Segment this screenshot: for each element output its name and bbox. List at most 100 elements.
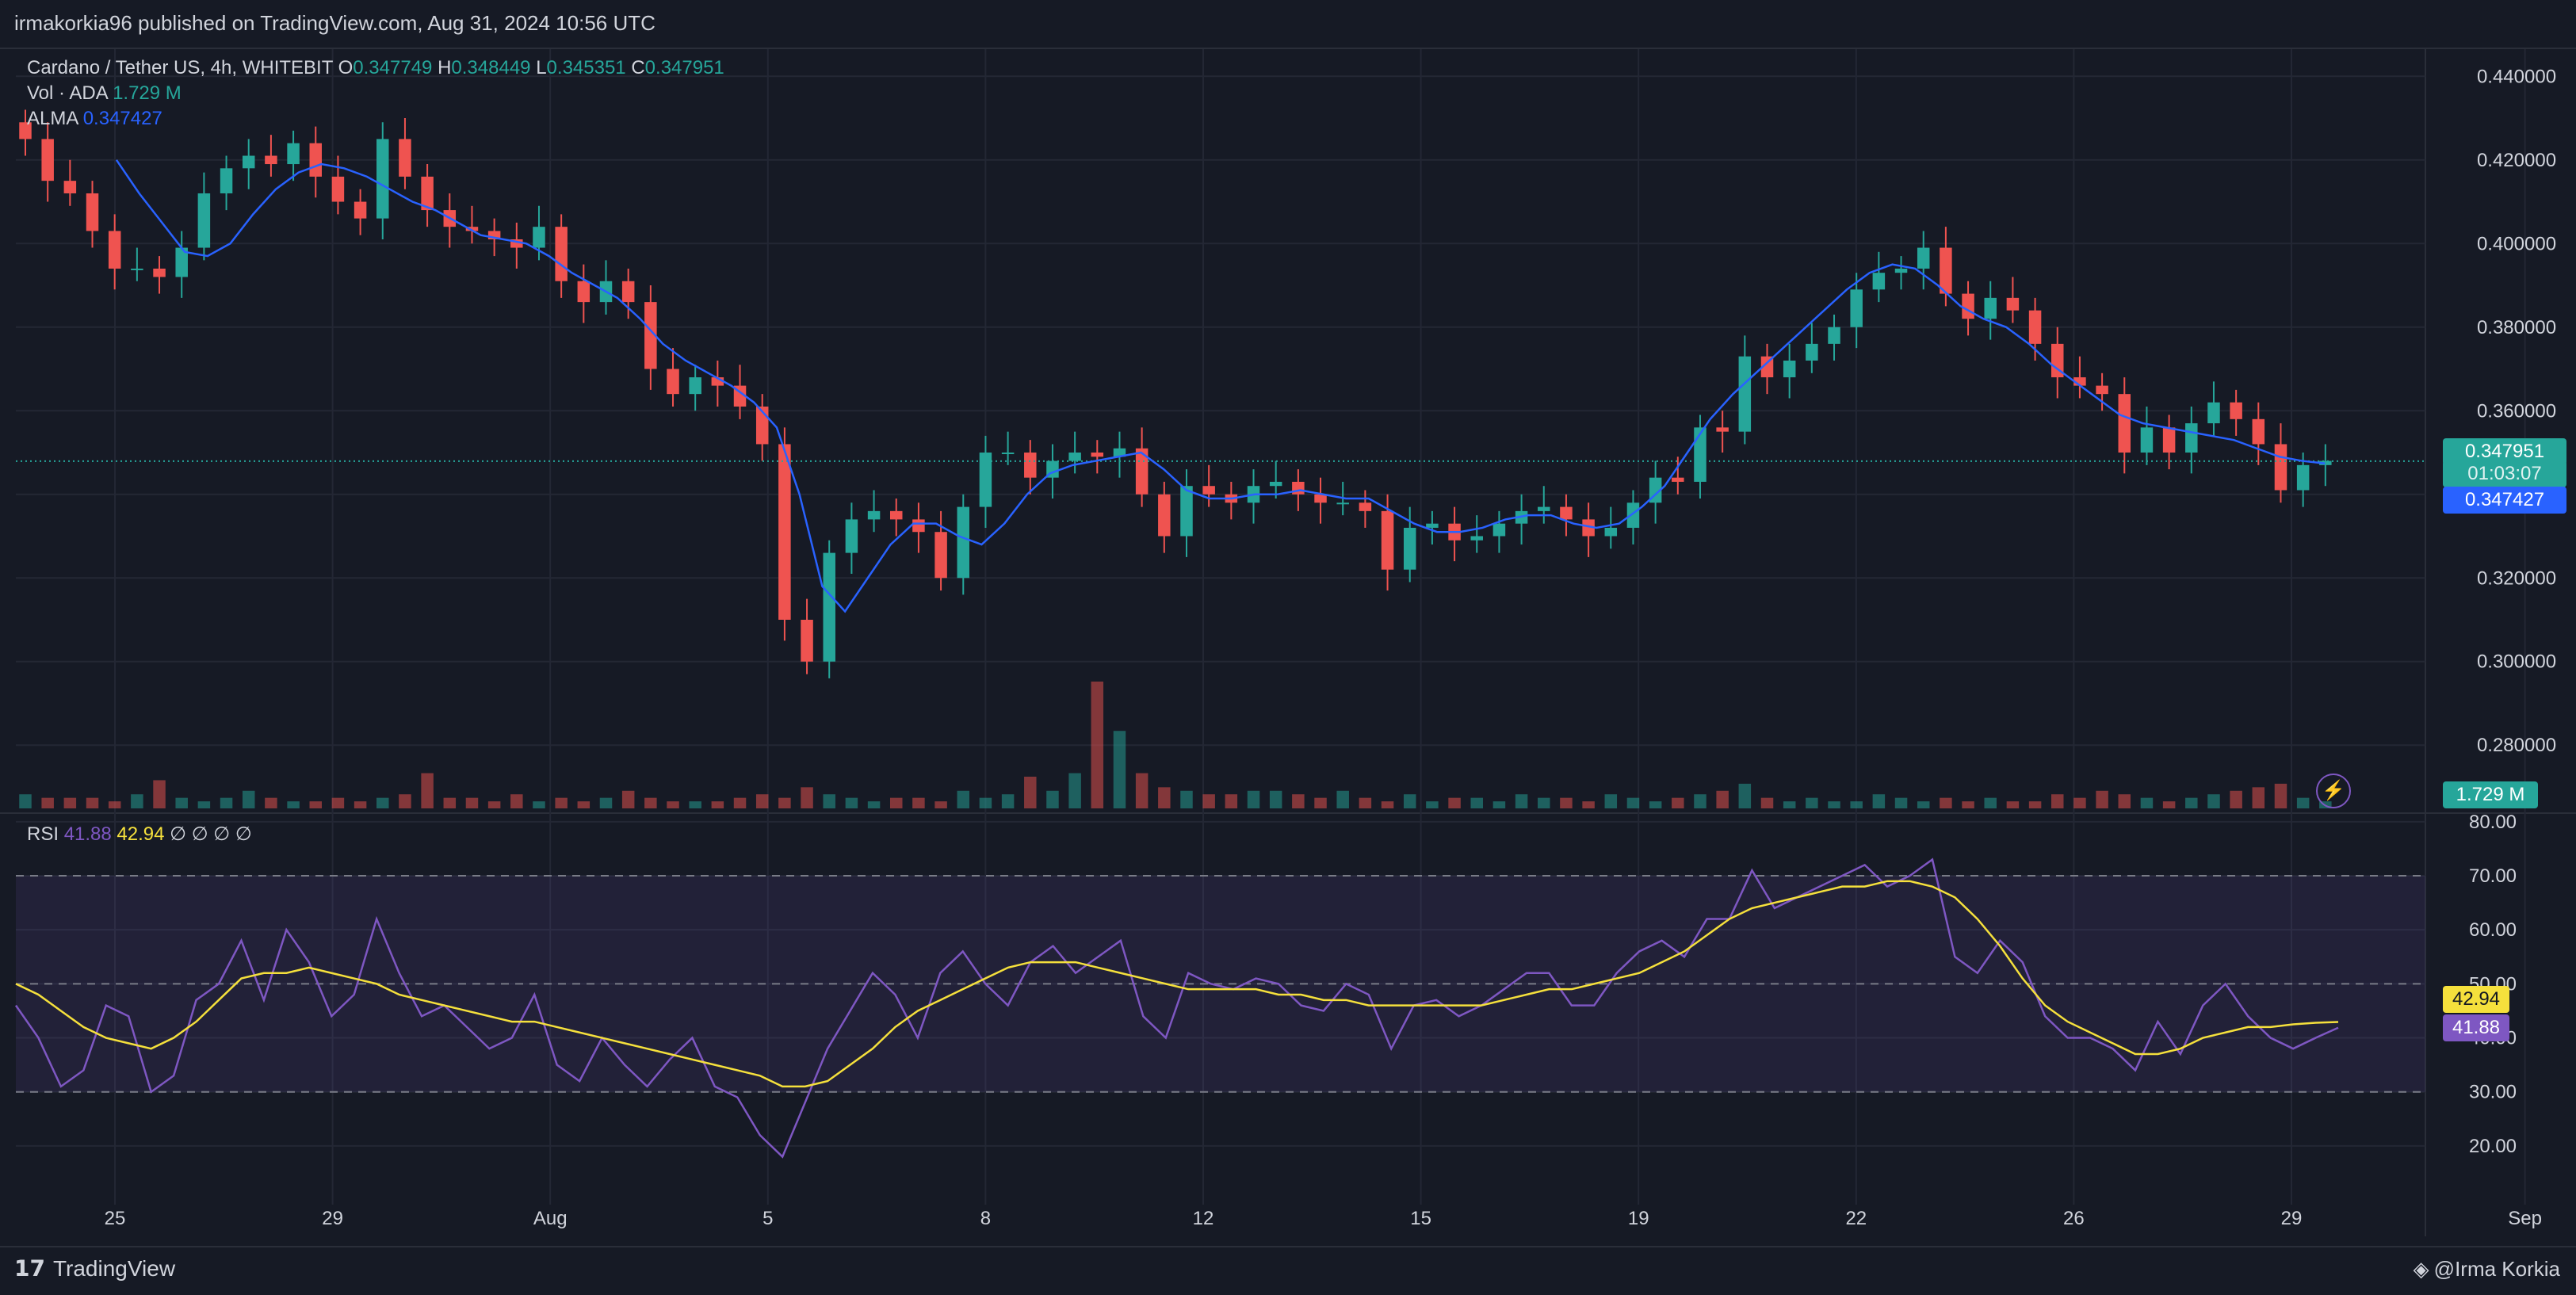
volume-bar <box>465 797 479 808</box>
volume-bar <box>755 794 769 808</box>
candle-body <box>86 193 99 231</box>
candle-body <box>1024 453 1037 478</box>
volume-bar <box>733 797 747 808</box>
time-tick-label: 15 <box>1410 1208 1431 1229</box>
volume-bar <box>1917 801 1930 808</box>
candle-body <box>421 176 434 211</box>
volume-bar <box>845 797 858 808</box>
candle-body <box>867 510 881 520</box>
author-credit[interactable]: ◈ @Irma Korkia <box>2414 1257 2560 1282</box>
candle-body <box>1180 486 1193 537</box>
main-legend: Cardano / Tether US, 4h, WHITEBIT O0.347… <box>27 55 724 132</box>
volume-bar <box>1225 794 1238 808</box>
time-tick-label: 26 <box>2063 1208 2085 1229</box>
candle-body <box>667 369 679 395</box>
symbol-label: Cardano / Tether US, 4h, WHITEBIT <box>27 57 333 78</box>
time-tick-label: 8 <box>980 1208 991 1229</box>
candle-body <box>555 227 568 281</box>
open-value: 0.347749 <box>353 57 433 78</box>
candle-body <box>1828 327 1840 344</box>
price-tick-label: 0.320000 <box>2477 567 2556 589</box>
volume-bar <box>242 790 255 808</box>
volume-bar <box>1984 797 1997 808</box>
candle-body <box>1538 506 1550 511</box>
candle-body <box>1672 477 1684 482</box>
tradingview-brand[interactable]: 𝟭𝟳 TradingView <box>14 1255 175 1282</box>
volume-value: 1.729 M <box>113 82 182 104</box>
brand-label: TradingView <box>52 1255 176 1281</box>
candle-body <box>1806 343 1818 361</box>
candle-body <box>1894 268 1908 273</box>
volume-bar <box>19 794 32 808</box>
lightning-icon[interactable]: ⚡ <box>2316 774 2351 808</box>
low-label: L <box>536 57 547 78</box>
candle-body <box>1091 453 1104 457</box>
volume-bar <box>689 801 701 808</box>
rsi-tick-label: 20.00 <box>2469 1136 2517 1157</box>
candle-body <box>823 552 835 662</box>
candle-body <box>934 532 947 579</box>
published-line: irmakorkia96 published on TradingView.co… <box>14 11 655 35</box>
candle-body <box>1135 448 1148 495</box>
volume-bar <box>912 797 925 808</box>
price-tick-label: 0.280000 <box>2477 735 2556 756</box>
volume-bar <box>153 780 166 808</box>
candle-body <box>1336 502 1349 505</box>
volume-bar <box>1894 797 1908 808</box>
volume-bar <box>443 797 457 808</box>
candle-body <box>399 139 411 177</box>
volume-bar <box>2162 801 2176 808</box>
candle-body <box>1292 481 1305 495</box>
rsi-polyline <box>14 858 2339 1159</box>
volume-bar <box>1381 801 1394 808</box>
time-axis[interactable]: 25 29 Aug 5 8 12 15 19 22 26 29 Sep <box>105 1208 2542 1229</box>
candle-body <box>153 268 166 277</box>
volume-bar <box>63 797 77 808</box>
volume-bar <box>599 797 613 808</box>
volume-bar <box>2185 797 2198 808</box>
volume-bar <box>1760 797 1774 808</box>
volume-bar <box>108 801 121 808</box>
candle-body <box>108 231 121 269</box>
candle-body <box>2162 427 2176 453</box>
volume-bar <box>2230 790 2242 808</box>
volume-bar <box>1135 773 1148 808</box>
candle-body <box>1604 527 1618 537</box>
price-tick-label: 0.420000 <box>2477 150 2556 171</box>
volume-bar <box>1113 731 1126 808</box>
candle-body <box>242 155 255 169</box>
rsi-tick-label: 60.00 <box>2469 919 2517 941</box>
volume-bar <box>2252 787 2265 808</box>
candle-body <box>131 268 143 270</box>
time-tick-label: 29 <box>2281 1208 2303 1229</box>
alma-badge: 0.347427 <box>2443 487 2566 514</box>
candle-body <box>63 181 77 193</box>
candle-body <box>890 510 903 520</box>
price-chart[interactable]: 0.440000 0.420000 0.400000 0.380000 0.360000… <box>0 49 2576 1238</box>
diamond-icon: ◈ <box>2413 1257 2429 1281</box>
candle-body <box>19 122 32 139</box>
volume-bar <box>711 801 724 808</box>
volume-bar <box>1872 794 1886 808</box>
candle-body <box>2028 310 2042 344</box>
volume-bar <box>2118 794 2131 808</box>
candle-body <box>1962 293 1974 319</box>
volume-bar <box>1783 801 1796 808</box>
volume-bar <box>399 794 411 808</box>
rsi-tick-label: 80.00 <box>2469 812 2517 833</box>
rsi-legend: RSI 41.88 42.94 ∅ ∅ ∅ ∅ <box>27 822 252 847</box>
candle-body <box>309 143 322 177</box>
candle-body <box>845 519 858 553</box>
volume-bar <box>1470 797 1483 808</box>
candle-body <box>1940 247 1952 294</box>
time-tick-label: 22 <box>1845 1208 1867 1229</box>
rsi-ma-polyline <box>15 880 2339 1088</box>
rsi-badge: 41.88 <box>2443 1014 2509 1041</box>
countdown-badge: 01:03:07 <box>2443 460 2566 487</box>
candle-body <box>2006 297 2020 311</box>
candle-body <box>1403 527 1416 570</box>
volume-bar <box>2296 797 2310 808</box>
volume-bar <box>41 797 54 808</box>
time-tick-label: 29 <box>322 1208 343 1229</box>
candle-body <box>220 168 233 193</box>
